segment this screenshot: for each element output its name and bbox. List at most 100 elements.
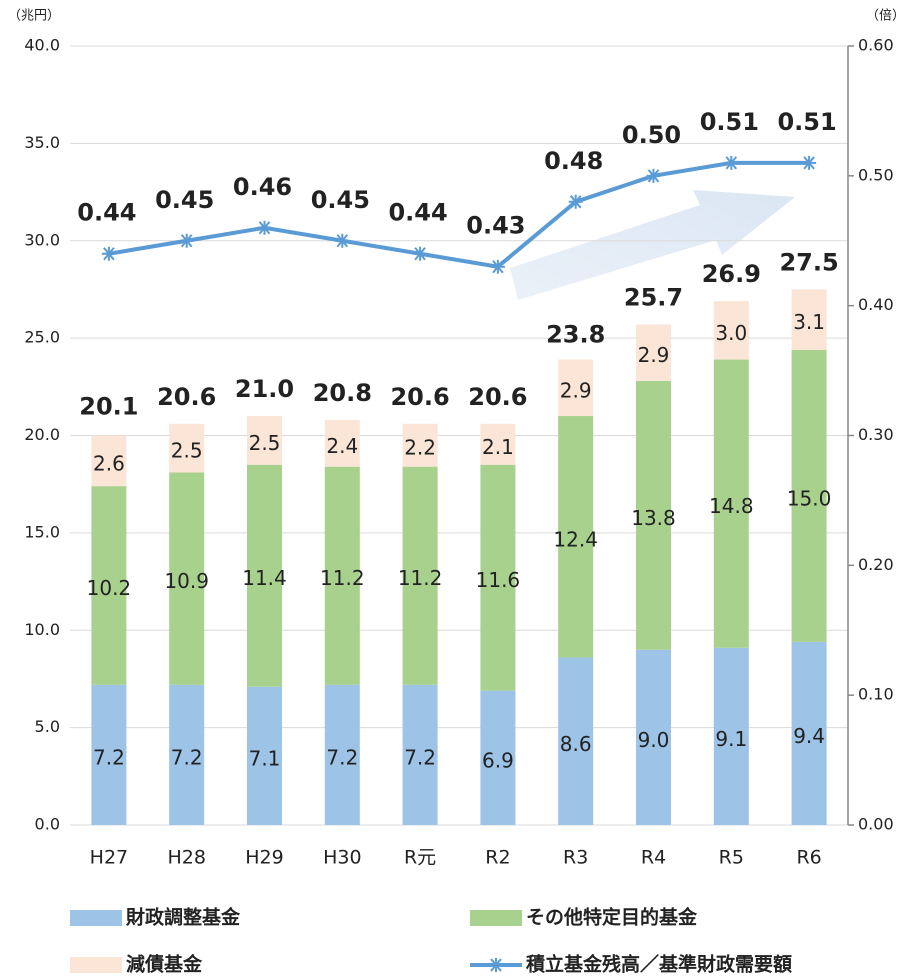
bar-segment: [480, 690, 516, 825]
x-tick-label: R4: [641, 847, 666, 869]
bar-segment: [402, 423, 438, 467]
segment-label: 2.2: [404, 436, 436, 460]
bar-segment: [480, 464, 516, 691]
bar-segment: [247, 464, 282, 687]
bar-segment: [791, 349, 827, 642]
y2-tick-label: 0.00: [858, 815, 894, 834]
total-label: 20.6: [157, 383, 216, 411]
bar-segment: [91, 435, 127, 487]
x-tick-label: H29: [245, 847, 283, 869]
segment-label: 2.9: [560, 378, 592, 402]
segment-label: 2.5: [249, 431, 281, 455]
bar-segment: [713, 647, 749, 825]
bar-segment: [558, 657, 594, 825]
y2-tick-label: 0.10: [858, 685, 894, 704]
y2-axis-label: （倍）: [866, 9, 905, 24]
total-label: 25.7: [624, 283, 683, 311]
line-marker: [490, 259, 505, 274]
y-tick-label: 15.0: [24, 522, 60, 541]
bar-segment: [324, 684, 360, 825]
bar-segment: [636, 649, 671, 825]
segment-label: 3.1: [793, 310, 825, 334]
bar-segment: [480, 423, 516, 465]
x-tick-label: R6: [796, 847, 821, 869]
segment-label: 2.4: [326, 434, 358, 458]
y-tick-label: 0.0: [35, 815, 60, 834]
bar-segment: [558, 416, 594, 658]
line-marker: [257, 220, 272, 235]
segment-label: 15.0: [787, 486, 832, 510]
line-value-label: 0.48: [544, 147, 603, 175]
segment-label: 13.8: [631, 506, 676, 530]
bar-segment: [791, 289, 827, 350]
total-label: 20.6: [468, 383, 527, 411]
bar-segment: [169, 684, 205, 825]
legend-label: 積立基金残高／基準財政需要額: [526, 953, 792, 976]
y2-tick-label: 0.60: [858, 36, 894, 55]
line-marker: [179, 233, 194, 248]
line-marker: [413, 246, 428, 261]
bar-segment: [713, 359, 749, 648]
segment-label: 6.9: [482, 748, 514, 772]
segment-label: 7.1: [249, 746, 281, 770]
x-tick-label: H28: [167, 847, 205, 869]
bar-segment: [247, 416, 282, 465]
segment-label: 2.9: [638, 343, 670, 367]
segment-label: 11.4: [242, 566, 287, 590]
legend-swatch: [470, 910, 522, 926]
segment-label: 3.0: [715, 321, 747, 345]
segment-label: 7.2: [171, 745, 203, 769]
segment-label: 9.4: [793, 724, 825, 748]
bar-segment: [558, 359, 594, 417]
y-tick-label: 35.0: [24, 133, 60, 152]
total-label: 20.6: [390, 383, 449, 411]
line-marker: [802, 155, 817, 170]
total-label: 26.9: [702, 260, 761, 288]
line-value-label: 0.45: [311, 186, 370, 214]
line-value-label: 0.44: [77, 199, 136, 227]
segment-label: 8.6: [560, 732, 592, 756]
segment-label: 7.2: [404, 745, 436, 769]
y-tick-label: 5.0: [35, 717, 60, 736]
legend-swatch: [70, 957, 122, 973]
bar-segment: [247, 686, 282, 825]
y-tick-label: 25.0: [24, 328, 60, 347]
y2-tick-label: 0.20: [858, 555, 894, 574]
y-axis-label: （兆円）: [8, 9, 60, 24]
x-tick-label: H27: [90, 847, 128, 869]
line-series: [108, 160, 810, 269]
segment-label: 7.2: [93, 745, 125, 769]
line-marker: [724, 155, 739, 170]
bar-segment: [636, 324, 671, 381]
y-tick-label: 30.0: [24, 230, 60, 249]
total-label: 20.1: [79, 393, 138, 421]
segment-label: 14.8: [709, 494, 754, 518]
bar-segment: [324, 466, 360, 685]
line-marker: [335, 233, 350, 248]
x-tick-label: R3: [563, 847, 588, 869]
y2-tick-label: 0.30: [858, 425, 894, 444]
y-tick-label: 10.0: [24, 620, 60, 639]
bar-segment: [91, 684, 127, 825]
bar-segment: [169, 472, 205, 685]
segment-label: 11.6: [476, 568, 521, 592]
line-value-label: 0.50: [622, 121, 681, 149]
trend-arrow: [510, 190, 795, 300]
line-marker: [568, 194, 583, 209]
line-value-label: 0.45: [155, 186, 214, 214]
segment-label: 7.2: [326, 745, 358, 769]
bar-segment: [402, 466, 438, 685]
segment-label: 2.1: [482, 435, 514, 459]
segment-label: 2.6: [93, 451, 125, 475]
x-tick-label: H30: [323, 847, 361, 869]
total-label: 23.8: [546, 320, 605, 348]
bar-segment: [636, 380, 671, 650]
segment-label: 9.1: [715, 727, 747, 751]
segment-label: 11.2: [398, 566, 443, 590]
segment-label: 10.9: [164, 569, 209, 593]
legend-swatch: [70, 910, 122, 926]
line-value-label: 0.46: [233, 173, 292, 201]
bar-segment: [402, 684, 438, 825]
